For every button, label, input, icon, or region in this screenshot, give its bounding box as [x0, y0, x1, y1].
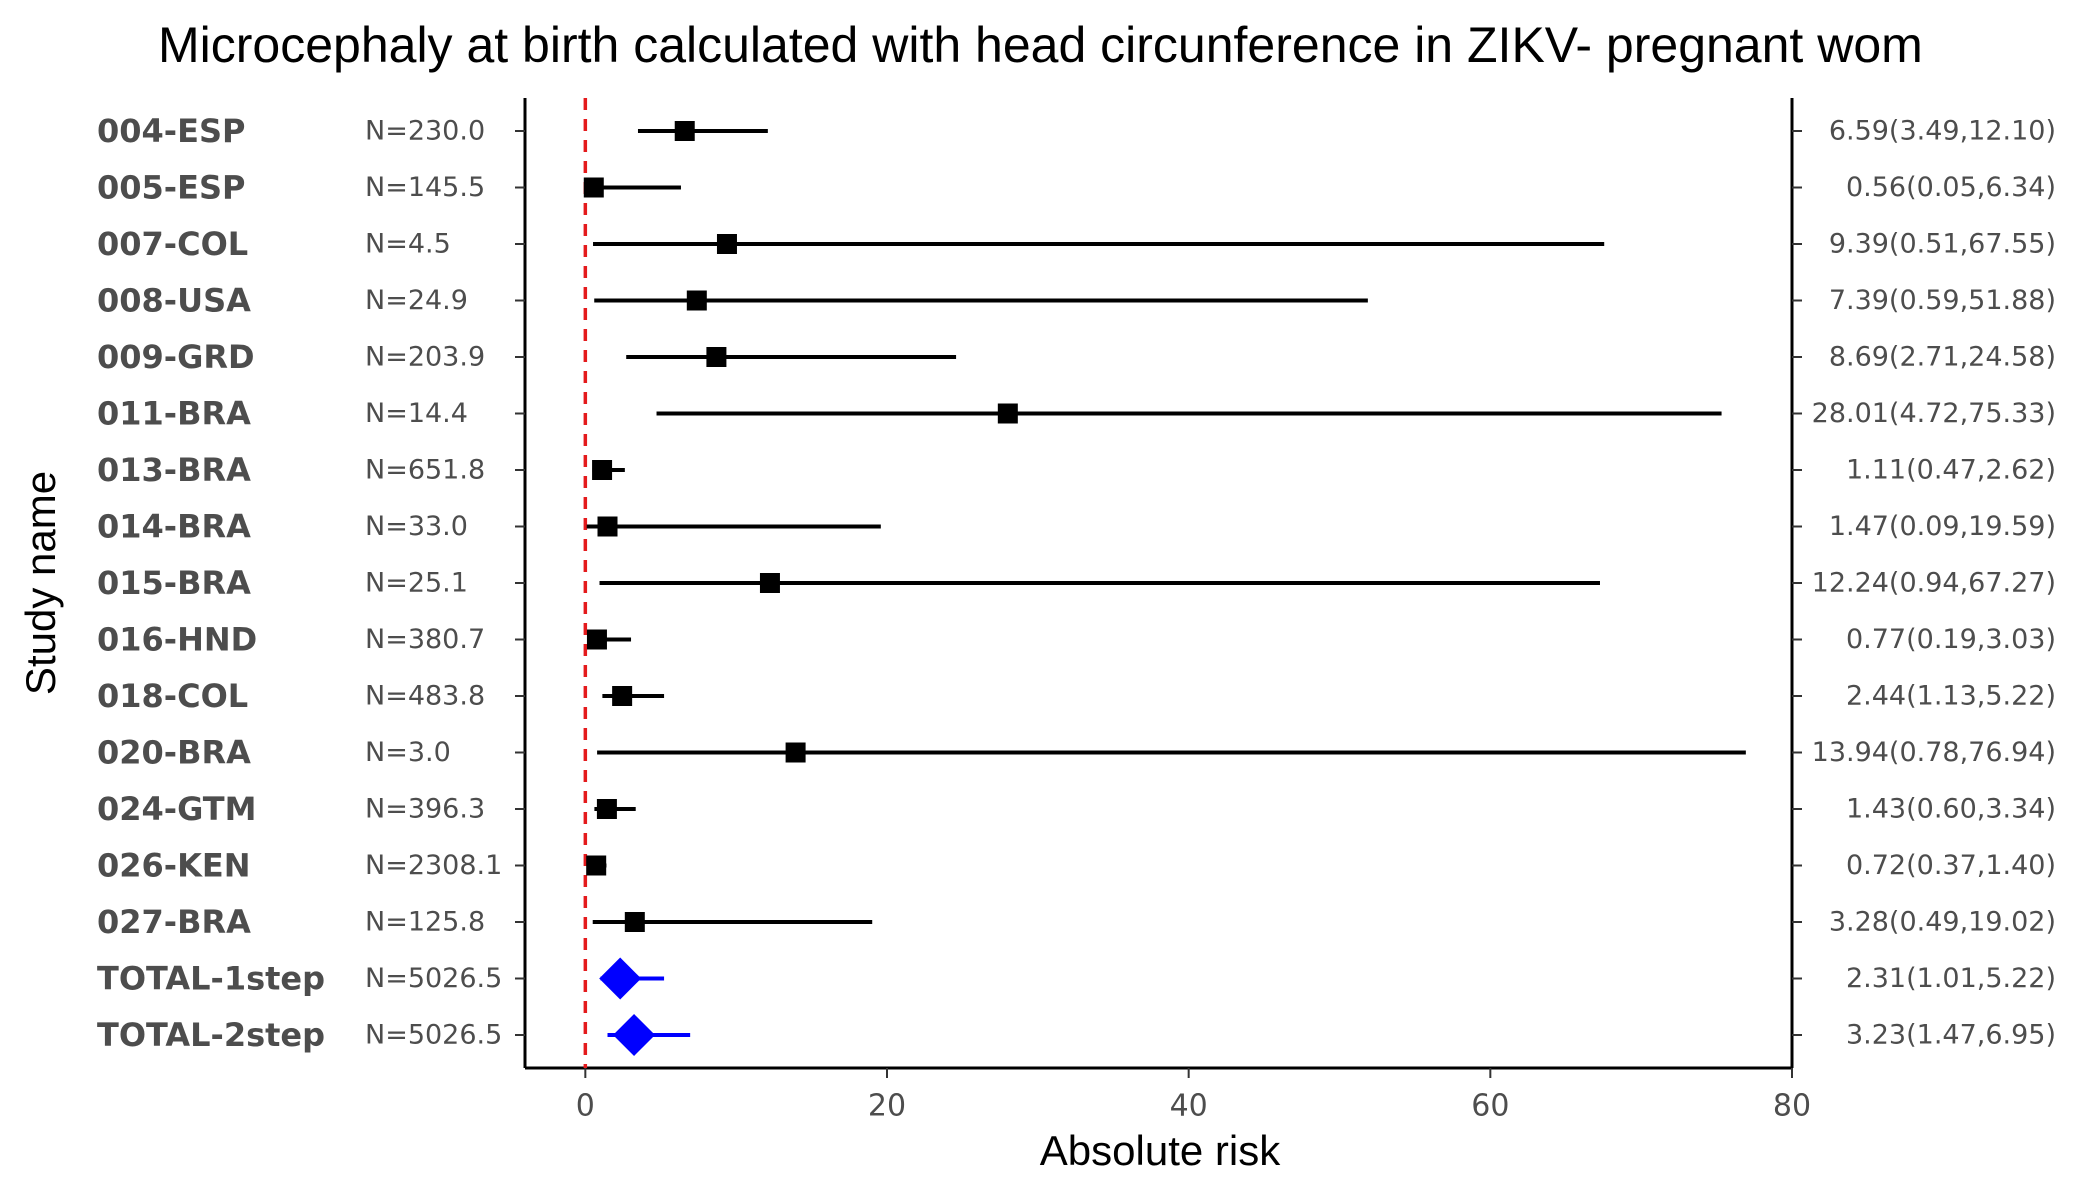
sample-size-label: N=3.0 — [365, 737, 451, 768]
study-label: 004-ESP — [97, 112, 245, 150]
estimate-label: 13.94(0.78,76.94) — [1812, 737, 2056, 768]
estimate-label: 3.28(0.49,19.02) — [1829, 907, 2056, 938]
study-label: TOTAL-1step — [97, 960, 325, 998]
plot-area: 0 20 40 60 80 004-ESP N=230.0 6.59(3.49,12.10) 0… — [97, 98, 2056, 1124]
study-label: 009-GRD — [97, 338, 255, 376]
point-estimate-marker — [686, 290, 707, 311]
sample-size-label: N=14.4 — [365, 398, 468, 429]
study-label: 007-COL — [97, 225, 248, 263]
study-label: 014-BRA — [97, 508, 251, 546]
sample-size-label: N=25.1 — [365, 568, 468, 599]
estimate-label: 3.23(1.47,6.95) — [1846, 1020, 2056, 1051]
sample-size-label: N=2308.1 — [365, 850, 502, 881]
sample-size-label: N=483.8 — [365, 681, 485, 712]
sample-size-label: N=4.5 — [365, 229, 451, 260]
point-estimate-marker — [592, 460, 613, 480]
point-estimate-marker — [759, 573, 780, 593]
chart-title: Microcephaly at birth calculated with he… — [158, 17, 1923, 73]
estimate-label: 2.31(1.01,5.22) — [1846, 963, 2056, 994]
study-label: 024-GTM — [97, 790, 256, 828]
estimate-label: 0.77(0.19,3.03) — [1846, 624, 2056, 655]
estimate-label: 1.47(0.09,19.59) — [1829, 511, 2056, 542]
study-label: 018-COL — [97, 677, 248, 715]
sample-size-label: N=5026.5 — [365, 963, 502, 994]
point-estimate-marker — [597, 516, 618, 537]
sample-size-label: N=125.8 — [365, 907, 485, 938]
estimate-label: 8.69(2.71,24.58) — [1829, 342, 2056, 373]
study-label: 016-HND — [97, 621, 257, 659]
estimate-label: 12.24(0.94,67.27) — [1812, 568, 2056, 599]
estimate-label: 1.43(0.60,3.34) — [1846, 794, 2056, 825]
point-estimate-marker — [716, 234, 737, 254]
x-axis-title: Absolute risk — [1040, 1127, 1281, 1174]
pooled-estimate-diamond — [613, 1014, 656, 1056]
point-estimate-marker — [997, 403, 1018, 424]
y-axis-title: Study name — [17, 471, 64, 695]
estimate-label: 6.59(3.49,12.10) — [1829, 116, 2056, 147]
estimate-label: 9.39(0.51,67.55) — [1829, 229, 2056, 260]
estimate-label: 7.39(0.59,51.88) — [1829, 285, 2056, 316]
x-tick-label: 20 — [868, 1089, 906, 1124]
point-estimate-marker — [586, 855, 607, 876]
point-estimate-marker — [674, 121, 695, 141]
point-estimate-marker — [596, 799, 617, 819]
pooled-estimate-diamond — [599, 957, 642, 1000]
estimate-label: 0.56(0.05,6.34) — [1846, 172, 2056, 203]
study-label: TOTAL-2step — [97, 1016, 325, 1054]
point-estimate-marker — [586, 629, 607, 650]
estimate-label: 0.72(0.37,1.40) — [1846, 850, 2056, 881]
sample-size-label: N=5026.5 — [365, 1020, 502, 1051]
point-estimate-marker — [706, 347, 727, 367]
estimate-label: 28.01(4.72,75.33) — [1812, 398, 2056, 429]
estimate-label: 2.44(1.13,5.22) — [1846, 681, 2056, 712]
study-label: 011-BRA — [97, 395, 251, 433]
study-label: 005-ESP — [97, 169, 245, 207]
x-tick-label: 60 — [1471, 1089, 1509, 1124]
sample-size-label: N=396.3 — [365, 794, 485, 825]
estimate-label: 1.11(0.47,2.62) — [1846, 455, 2056, 486]
study-label: 013-BRA — [97, 451, 251, 489]
x-tick-label: 0 — [576, 1089, 595, 1124]
sample-size-label: N=230.0 — [365, 116, 485, 147]
sample-size-label: N=24.9 — [365, 285, 468, 316]
study-label: 027-BRA — [97, 903, 251, 941]
point-estimate-marker — [612, 686, 633, 706]
sample-size-label: N=380.7 — [365, 624, 485, 655]
x-tick-label: 80 — [1773, 1089, 1811, 1124]
sample-size-label: N=33.0 — [365, 511, 468, 542]
point-estimate-marker — [583, 177, 604, 198]
sample-size-label: N=203.9 — [365, 342, 485, 373]
sample-size-label: N=651.8 — [365, 455, 485, 486]
sample-size-label: N=145.5 — [365, 172, 485, 203]
x-tick-label: 40 — [1170, 1089, 1208, 1124]
study-label: 020-BRA — [97, 734, 251, 772]
point-estimate-marker — [624, 912, 645, 932]
study-label: 026-KEN — [97, 847, 251, 885]
point-estimate-marker — [785, 742, 806, 763]
study-label: 015-BRA — [97, 564, 251, 602]
study-label: 008-USA — [97, 282, 251, 320]
